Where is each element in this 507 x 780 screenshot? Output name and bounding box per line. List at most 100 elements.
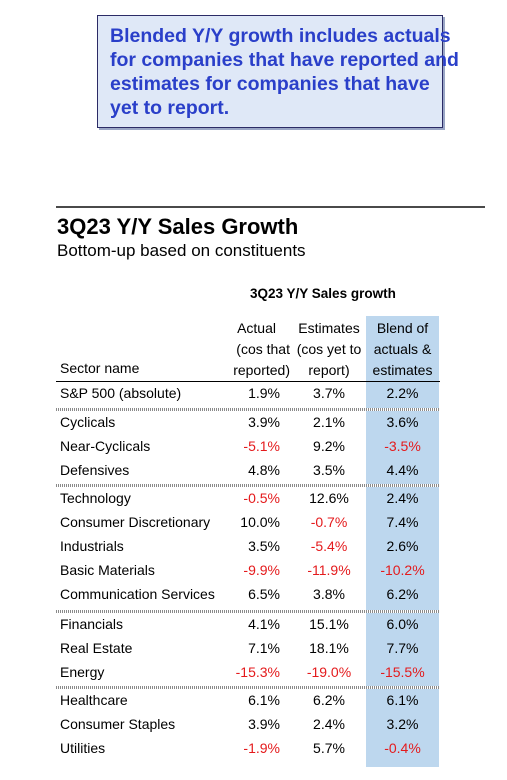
table-row: Consumer Discretionary 10.0% -0.7% 7.4% [0,511,507,535]
callout-box: Blended Y/Y growth includes actuals for … [97,15,459,128]
actual-header-line: Actual [237,320,276,336]
sector-name-cell: S&P 500 (absolute) [60,385,182,401]
table-row: Technology -0.5% 12.6% 2.4% [0,487,507,511]
sector-name-cell: Near-Cyclicals [60,438,151,454]
blend-cell: 7.4% [386,514,419,530]
actual-cell: 10.0% [240,514,280,530]
estimates-cell: 2.4% [313,716,345,732]
blend-cell: 4.4% [386,462,419,478]
blend-cell: 3.2% [386,716,419,732]
estimates-column-header: Estimates (cos yet to report) [292,318,366,381]
blend-cell: -0.4% [384,740,421,756]
sector-name-cell: Defensives [60,462,130,478]
group-separator [56,408,440,411]
estimates-cell: 3.8% [313,586,345,602]
title-rule [56,206,485,208]
table-row: Near-Cyclicals -5.1% 9.2% -3.5% [0,435,507,459]
blend-column-highlight [366,316,439,767]
sector-name-cell: Consumer Discretionary [60,514,211,530]
blend-cell: -3.5% [384,438,421,454]
table-row: Communication Services 6.5% 3.8% 6.2% [0,583,507,607]
sector-name-cell: Financials [60,616,124,632]
estimates-cell: 15.1% [309,616,349,632]
table-row: S&P 500 (absolute) 1.9% 3.7% 2.2% [0,382,507,406]
table-subtitle: Bottom-up based on constituents [57,241,306,260]
table-row: Utilities -1.9% 5.7% -0.4% [0,737,507,761]
table-row: Financials 4.1% 15.1% 6.0% [0,613,507,637]
group-separator [56,484,440,487]
estimates-cell: -5.4% [310,538,348,554]
actual-cell: -9.9% [243,562,280,578]
estimates-cell: 9.2% [313,438,345,454]
actual-cell: 6.1% [248,692,280,708]
sector-name-cell: Cyclicals [60,414,116,430]
actual-cell: 1.9% [248,385,280,401]
table-row: Real Estate 7.1% 18.1% 7.7% [0,637,507,661]
blend-header-line: actuals & [373,341,432,357]
blend-cell: 6.0% [386,616,419,632]
blend-cell: 6.2% [386,586,419,602]
estimates-cell: 6.2% [313,692,345,708]
estimates-cell: 3.7% [313,385,345,401]
estimates-cell: 2.1% [313,414,345,430]
actual-cell: 4.8% [248,462,280,478]
sector-name-cell: Consumer Staples [60,716,176,732]
actual-column-header: Actual (cos that reported) [220,318,290,381]
sector-column-header: Sector name [60,360,140,376]
table-row: Healthcare 6.1% 6.2% 6.1% [0,689,507,713]
actual-cell: 4.1% [248,616,280,632]
table-row: Defensives 4.8% 3.5% 4.4% [0,459,507,483]
sector-name-cell: Energy [60,664,105,680]
blend-cell: 6.1% [386,692,419,708]
callout-line: yet to report. [110,97,230,119]
estimates-cell: -19.0% [306,664,352,680]
actual-cell: 3.9% [248,716,280,732]
estimates-cell: 3.5% [313,462,345,478]
callout-line: for companies that have reported and [110,49,459,71]
table-row: Energy -15.3% -19.0% -15.5% [0,661,507,685]
estimates-cell: 18.1% [309,640,349,656]
table-row: Industrials 3.5% -5.4% 2.6% [0,535,507,559]
table-row: Consumer Staples 3.9% 2.4% 3.2% [0,713,507,737]
estimates-header-line: (cos yet to [296,341,362,357]
blend-cell: 2.4% [386,490,419,506]
estimates-cell: 12.6% [309,490,349,506]
group-separator [56,686,440,689]
blend-header-line: Blend of [376,320,429,336]
header-rule [56,381,440,382]
table-row: Cyclicals 3.9% 2.1% 3.6% [0,411,507,435]
estimates-cell: 5.7% [313,740,345,756]
blend-cell: 7.7% [386,640,419,656]
sector-name-cell: Technology [60,490,131,506]
actual-cell: 6.5% [248,586,280,602]
estimates-cell: -11.9% [307,562,351,578]
estimates-cell: -0.7% [310,514,348,530]
sector-name-cell: Industrials [60,538,124,554]
callout-line: estimates for companies that have [110,73,430,95]
actual-cell: 3.9% [248,414,280,430]
blend-cell: 3.6% [386,414,419,430]
blend-cell: -15.5% [380,664,425,680]
blend-cell: 2.6% [386,538,419,554]
sector-name-cell: Communication Services [60,586,215,602]
sector-name-cell: Utilities [60,740,106,756]
actual-cell: 7.1% [248,640,280,656]
blend-header-line: estimates [372,362,433,378]
actual-cell: -15.3% [235,664,280,680]
sector-name-cell: Basic Materials [60,562,155,578]
sector-name-cell: Healthcare [60,692,128,708]
column-group-header: 3Q23 Y/Y Sales growth [250,286,396,301]
estimates-header-line: Estimates [298,320,360,336]
blend-cell: 2.2% [386,385,419,401]
callout-line: Blended Y/Y growth includes actuals [110,25,451,47]
estimates-header-line: report) [308,362,350,378]
table-title: 3Q23 Y/Y Sales Growth [57,214,299,239]
blend-cell: -10.2% [380,562,425,578]
actual-cell: -1.9% [243,740,280,756]
actual-cell: -5.1% [243,438,280,454]
actual-cell: 3.5% [248,538,280,554]
group-separator [56,610,440,613]
table-row: Basic Materials -9.9% -11.9% -10.2% [0,559,507,583]
actual-header-line: reported) [233,362,290,378]
actual-cell: -0.5% [243,490,280,506]
